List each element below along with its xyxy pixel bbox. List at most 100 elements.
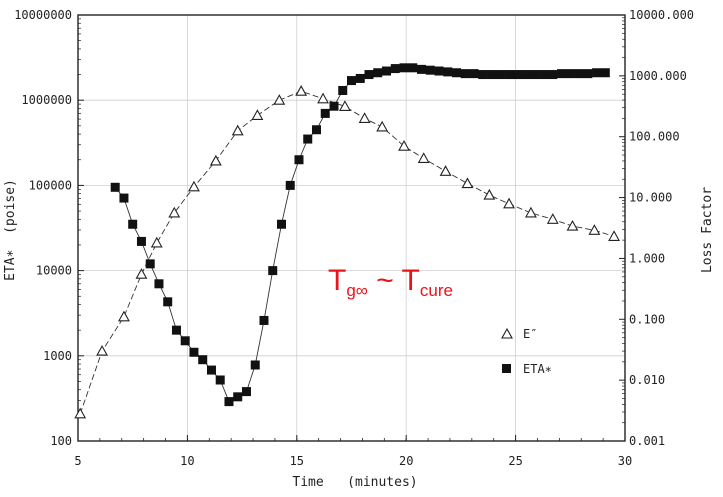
data-point-eta: [136, 236, 146, 246]
y-tick-label-right: 10000.000: [629, 8, 694, 22]
data-point-eta: [390, 64, 400, 74]
data-point-eta: [347, 76, 356, 86]
legend: E″ ETA∗: [501, 327, 552, 376]
annotation-main: T: [328, 264, 346, 297]
annotation-sub2: cure: [420, 281, 453, 300]
data-point-e: [524, 206, 537, 218]
data-point-eta: [329, 101, 339, 111]
data-point-eta: [382, 66, 392, 76]
data-point-e: [588, 224, 601, 235]
data-point-eta: [303, 134, 313, 144]
data-point-eta: [320, 108, 330, 118]
data-point-eta: [565, 69, 575, 79]
data-point-eta: [373, 68, 383, 78]
data-point-e: [74, 407, 87, 419]
x-tick-label: 25: [508, 454, 522, 468]
data-point-eta: [478, 70, 488, 80]
data-point-eta: [600, 68, 610, 78]
y-tick-label-right: 0.100: [629, 312, 665, 326]
data-point-eta: [574, 69, 584, 79]
data-point-eta: [294, 155, 304, 165]
data-point-eta: [530, 70, 540, 80]
data-point-e: [135, 268, 148, 279]
x-tick-label: 20: [399, 454, 413, 468]
data-point-eta: [285, 180, 295, 190]
data-point-eta: [259, 315, 269, 325]
data-point-eta: [408, 63, 418, 73]
y-tick-label-left: 1000000: [21, 93, 72, 107]
data-point-eta: [548, 70, 558, 80]
data-point-e: [398, 140, 410, 151]
data-point-e: [295, 85, 308, 96]
data-point-eta: [206, 365, 216, 375]
annotation-mid: ~ T: [368, 264, 420, 297]
annotation: Tg∞ ~ Tcure: [328, 264, 453, 300]
data-point-e: [461, 177, 474, 189]
data-point-eta: [180, 336, 190, 346]
data-point-eta: [460, 69, 470, 79]
x-axis-title: Time (minutes): [292, 475, 417, 490]
data-point-eta: [434, 66, 444, 76]
data-point-e: [439, 165, 452, 176]
data-point-eta: [171, 325, 181, 335]
x-tick-label: 5: [74, 454, 81, 468]
y-tick-label-left: 10000: [36, 264, 72, 278]
data-point-e: [96, 344, 109, 356]
data-point-eta: [583, 69, 593, 79]
data-point-e: [608, 230, 620, 241]
legend-label-eta: ETA∗: [523, 362, 552, 376]
series: [74, 63, 620, 419]
data-point-eta: [268, 266, 278, 276]
data-point-eta: [311, 125, 321, 135]
data-point-eta: [189, 347, 199, 357]
data-point-eta: [163, 297, 173, 307]
legend-marker-square: [502, 364, 511, 373]
data-point-eta: [224, 397, 234, 407]
data-point-eta: [557, 69, 567, 79]
data-point-e: [231, 124, 244, 136]
y-tick-label-left: 10000000: [14, 8, 72, 22]
data-point-eta: [241, 387, 251, 397]
data-point-e: [483, 188, 496, 200]
data-point-eta: [355, 73, 365, 83]
data-point-eta: [513, 70, 523, 80]
y-tick-label-left: 1000: [43, 349, 72, 363]
data-point-eta: [215, 375, 225, 385]
data-point-e: [358, 112, 371, 123]
data-point-eta: [128, 219, 138, 229]
data-point-e: [150, 236, 163, 248]
data-point-e: [503, 197, 515, 209]
data-point-eta: [539, 70, 549, 80]
data-point-e: [118, 310, 130, 322]
data-point-eta: [399, 63, 409, 73]
y-tick-label-left: 100: [50, 434, 72, 448]
y-tick-label-right: 10.000: [629, 191, 672, 205]
annotation-sub1: g∞: [346, 281, 368, 300]
data-point-eta: [276, 219, 286, 229]
plot-frame: [77, 14, 626, 442]
data-point-eta: [452, 68, 462, 78]
data-point-eta: [145, 259, 155, 269]
data-point-e: [376, 120, 389, 132]
data-point-eta: [469, 69, 479, 79]
y-tick-label-right: 0.010: [629, 373, 665, 387]
data-point-e: [317, 92, 329, 104]
data-point-e: [417, 152, 430, 163]
data-point-eta: [250, 360, 260, 370]
data-point-eta: [487, 70, 497, 80]
data-point-e: [273, 94, 286, 105]
data-point-e: [339, 100, 351, 111]
y-tick-label-right: 1000.000: [629, 69, 687, 83]
data-point-eta: [504, 70, 514, 80]
data-point-eta: [119, 193, 129, 203]
data-point-e: [168, 206, 181, 218]
series-line-1: [114, 67, 606, 403]
data-point-eta: [443, 67, 453, 77]
legend-marker-triangle: [501, 327, 513, 339]
data-point-e: [188, 180, 200, 192]
data-point-eta: [592, 68, 602, 78]
y-tick-label-right: 100.000: [629, 130, 680, 144]
data-point-e: [251, 109, 264, 120]
series-line-0: [79, 90, 615, 414]
